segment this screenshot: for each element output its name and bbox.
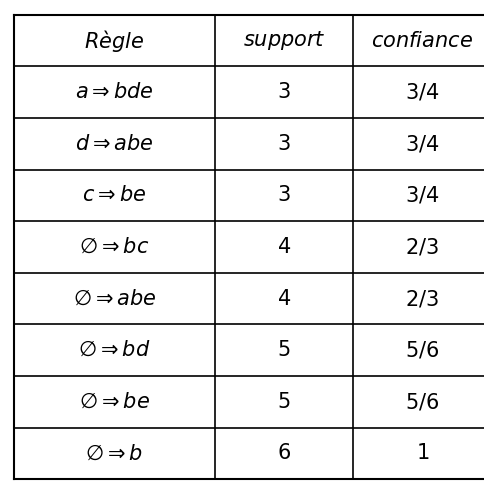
Text: $2/3$: $2/3$ bbox=[405, 288, 439, 309]
Text: $4$: $4$ bbox=[276, 237, 290, 257]
Text: $3/4$: $3/4$ bbox=[404, 185, 439, 206]
Text: $\emptyset \Rightarrow bc$: $\emptyset \Rightarrow bc$ bbox=[79, 237, 150, 257]
Text: $1$: $1$ bbox=[415, 444, 428, 463]
Text: $support$: $support$ bbox=[242, 29, 325, 52]
Text: $3$: $3$ bbox=[276, 134, 290, 154]
Text: $\emptyset \Rightarrow abe$: $\emptyset \Rightarrow abe$ bbox=[73, 288, 156, 309]
Text: $5/6$: $5/6$ bbox=[404, 340, 439, 361]
Text: $3/4$: $3/4$ bbox=[404, 82, 439, 103]
Text: $3$: $3$ bbox=[276, 185, 290, 206]
Text: $\emptyset \Rightarrow bd$: $\emptyset \Rightarrow bd$ bbox=[78, 340, 151, 360]
Text: $Règle$: $Règle$ bbox=[84, 28, 144, 54]
Text: $5$: $5$ bbox=[277, 340, 290, 360]
Text: $c \Rightarrow be$: $c \Rightarrow be$ bbox=[82, 185, 146, 206]
Text: $5$: $5$ bbox=[277, 392, 290, 412]
Text: $4$: $4$ bbox=[276, 288, 290, 309]
Text: $3$: $3$ bbox=[276, 82, 290, 102]
Text: $\emptyset \Rightarrow b$: $\emptyset \Rightarrow b$ bbox=[85, 444, 143, 463]
Text: $3/4$: $3/4$ bbox=[404, 133, 439, 154]
Text: $\emptyset \Rightarrow be$: $\emptyset \Rightarrow be$ bbox=[79, 392, 150, 412]
Text: $d \Rightarrow abe$: $d \Rightarrow abe$ bbox=[75, 134, 153, 154]
Text: $2/3$: $2/3$ bbox=[405, 237, 439, 257]
Text: $a \Rightarrow bde$: $a \Rightarrow bde$ bbox=[75, 82, 153, 102]
Text: $confiance$: $confiance$ bbox=[371, 31, 472, 50]
Text: $6$: $6$ bbox=[276, 444, 290, 463]
Text: $5/6$: $5/6$ bbox=[404, 391, 439, 412]
